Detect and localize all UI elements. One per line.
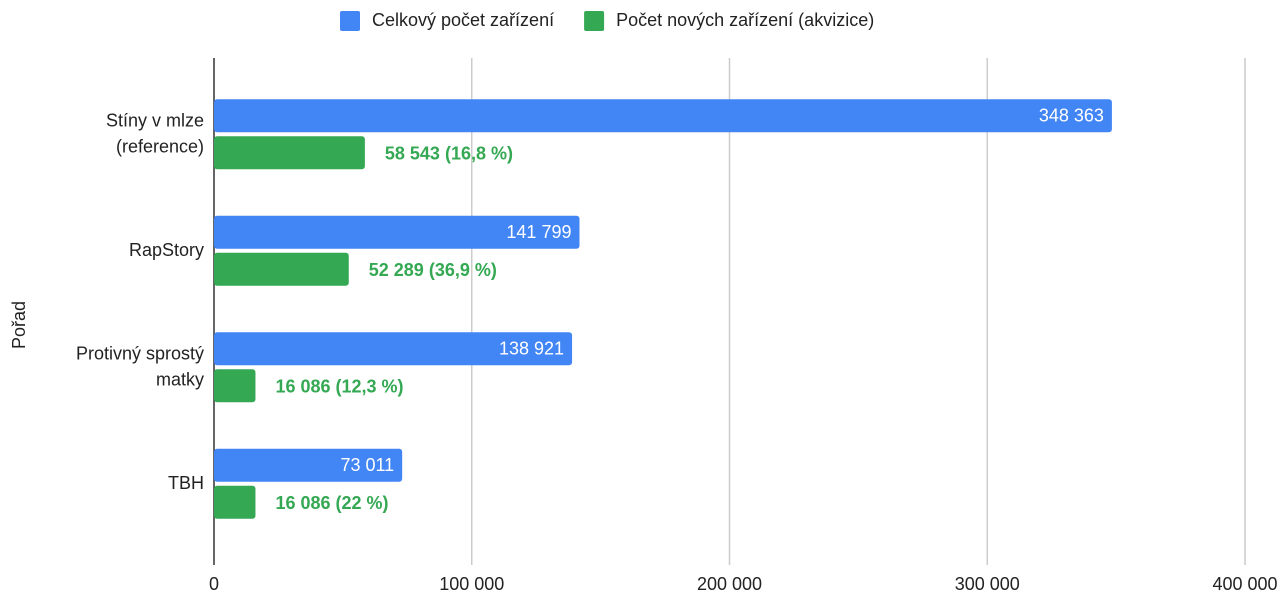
- x-tick-label: 200 000: [697, 574, 762, 592]
- legend-label: Počet nových zařízení (akvizice): [616, 10, 874, 30]
- bar: [214, 332, 573, 366]
- bar: [214, 136, 365, 170]
- data-label: 52 289 (36,9 %): [369, 260, 497, 280]
- y-tick-label: Stíny v mlze (reference): [106, 110, 204, 156]
- x-tick-label: 400 000: [1212, 574, 1277, 592]
- legend-label: Celkový počet zařízení: [372, 10, 554, 30]
- y-tick-label: TBH: [168, 473, 204, 493]
- x-tick-label: 0: [209, 574, 219, 592]
- bar: [214, 215, 580, 249]
- bar: [214, 448, 403, 482]
- data-label: 16 086 (22 %): [275, 493, 388, 513]
- legend-swatch: [340, 11, 360, 31]
- bar: [214, 99, 1112, 133]
- data-label: 73 011: [340, 455, 394, 475]
- data-label: 16 086 (12,3 %): [275, 377, 403, 397]
- legend-swatch: [584, 11, 605, 31]
- y-tick-label: RapStory: [129, 240, 204, 260]
- y-axis-label: Pořad: [9, 301, 29, 349]
- x-tick-label: 100 000: [439, 574, 504, 592]
- bar: [214, 369, 256, 403]
- y-tick-label: Protivný sprostý matky: [76, 343, 204, 389]
- data-label: 141 799: [506, 222, 571, 242]
- bar: [214, 252, 349, 286]
- data-label: 138 921: [499, 339, 564, 359]
- x-tick-label: 300 000: [955, 574, 1020, 592]
- bar: [214, 485, 256, 519]
- data-label: 348 363: [1039, 106, 1104, 126]
- data-label: 58 543 (16,8 %): [385, 144, 513, 164]
